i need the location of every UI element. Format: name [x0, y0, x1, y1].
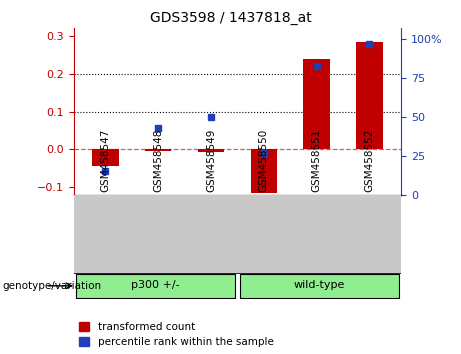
- Legend: transformed count, percentile rank within the sample: transformed count, percentile rank withi…: [79, 322, 273, 347]
- Text: p300 +/-: p300 +/-: [131, 280, 180, 290]
- Bar: [76, 274, 235, 298]
- Bar: [92, 149, 118, 166]
- Bar: [198, 149, 224, 152]
- Bar: [356, 41, 383, 149]
- Bar: [303, 58, 330, 149]
- Text: GDS3598 / 1437818_at: GDS3598 / 1437818_at: [150, 11, 311, 25]
- Text: genotype/variation: genotype/variation: [2, 281, 101, 291]
- Bar: [145, 149, 171, 151]
- Bar: [240, 274, 399, 298]
- Text: wild-type: wild-type: [294, 280, 345, 290]
- Bar: [251, 149, 277, 193]
